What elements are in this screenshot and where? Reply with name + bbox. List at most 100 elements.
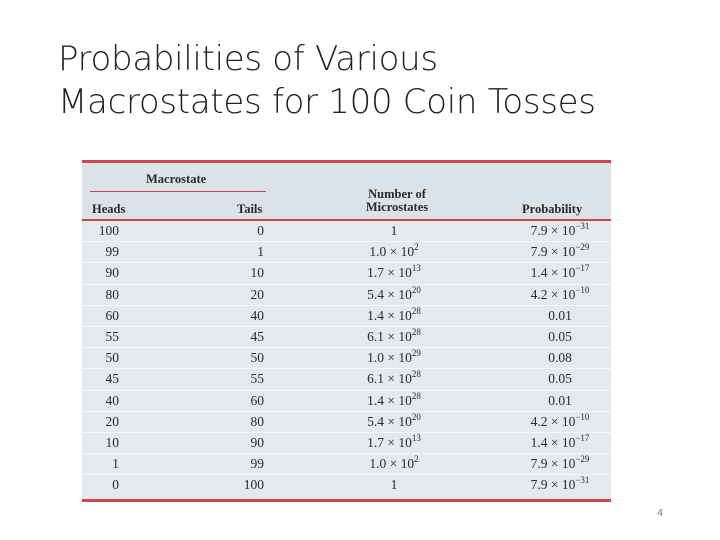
microstates-cell-mantissa: 6.1 (367, 328, 384, 344)
tails-cell: 45 (250, 328, 265, 344)
heads-cell: 50 (105, 350, 120, 366)
microstates-cell-times: × 10 (384, 307, 412, 323)
probability-cell-mantissa: 7.9 (530, 223, 548, 238)
macrostate-group-header: Macrostate (146, 172, 207, 186)
probability-cell: 0.05 (510, 327, 610, 347)
table-row: 0 100 1 7.9 × 10−31 (82, 475, 611, 495)
tails-cell: 50 (250, 350, 265, 366)
probability-cell: 7.9 × 10−31 (510, 475, 610, 495)
probability-cell: 7.9 × 10−29 (510, 454, 610, 474)
microstates-cell-times: × 10 (386, 244, 415, 260)
microstates-cell-mantissa: 1.4 (367, 307, 384, 323)
microstates-cell: 6.1 × 1028 (344, 327, 444, 347)
probability-cell-exponent: −10 (575, 284, 590, 295)
probability-cell-mantissa: 7.9 (530, 244, 548, 260)
table-row: 40 60 1.4 × 1028 0.01 (82, 391, 611, 412)
microstates-cell: 5.4 × 1020 (344, 412, 444, 432)
microstates-cell-exponent: 2 (414, 242, 419, 253)
title-line-2: Macrostates for 100 Coin Tosses (58, 82, 596, 122)
microstates-cell-times: × 10 (384, 392, 412, 408)
microstates-column-header: Number of Microstates (365, 187, 429, 214)
probability-cell: 0.01 (510, 391, 610, 411)
heads-cell: 20 (105, 413, 120, 429)
probability-column-header: Probability (522, 202, 583, 216)
microstates-cell: 1 (344, 475, 444, 495)
heads-cell: 1 (112, 456, 119, 472)
microstates-cell-exponent: 29 (411, 348, 421, 359)
tails-cell: 60 (250, 392, 265, 408)
probability-cell-exponent: −10 (575, 411, 590, 422)
probability-cell: 0.01 (510, 306, 610, 326)
microstates-cell: 1.4 × 1028 (344, 306, 444, 326)
microstates-cell-exponent: 28 (411, 326, 421, 337)
microstates-cell-mantissa: 1.0 (369, 244, 387, 260)
probability-cell: 0.08 (510, 348, 610, 368)
microstates-cell-exponent: 13 (411, 432, 421, 443)
microstates-cell-mantissa: 1.7 (367, 434, 384, 450)
microstates-cell-mantissa: 1.7 (367, 265, 384, 281)
heads-cell: 40 (105, 392, 120, 408)
tails-cell: 100 (243, 477, 264, 493)
table-body: 100 0 1 7.9 × 10−31 99 1 1.0 × 102 7.9 × 10−29 9… (82, 221, 611, 495)
heads-cell: 80 (105, 286, 120, 302)
microstates-cell-mantissa: 5.4 (367, 286, 384, 302)
header-divider (82, 219, 611, 221)
probability-cell: 0.05 (510, 369, 610, 389)
table-row: 10 90 1.7 × 1013 1.4 × 10−17 (82, 432, 611, 455)
microstates-cell: 1.4 × 1028 (344, 391, 444, 411)
microstates-cell-mantissa: 5.4 (367, 413, 384, 429)
probability-cell-mantissa: 4.2 (530, 413, 548, 429)
probability-cell-mantissa: 7.9 (530, 456, 548, 472)
page-number: 4 (656, 508, 664, 519)
microstates-cell: 1.0 × 102 (344, 242, 444, 262)
probability-cell-exponent: −17 (575, 432, 590, 443)
microstates-cell-times: × 10 (384, 328, 412, 344)
microstates-cell-exponent: 28 (411, 369, 421, 380)
microstates-cell-mantissa: 1.0 (367, 350, 384, 366)
probability-cell-exponent: −31 (575, 221, 590, 231)
probability-cell-value: 0.01 (548, 392, 572, 408)
probability-cell-mantissa: 7.9 (530, 477, 548, 493)
heads-cell: 0 (112, 477, 119, 493)
microstates-cell-times: × 10 (384, 434, 412, 450)
microstates-cell-exponent: 20 (411, 284, 421, 295)
microstates-cell-value: 1 (390, 223, 398, 238)
probability-cell: 7.9 × 10−29 (510, 242, 610, 262)
tails-cell: 40 (250, 307, 265, 323)
tails-cell: 20 (250, 286, 265, 302)
microstates-cell: 1.0 × 1029 (344, 348, 444, 368)
probability-cell-times: × 10 (547, 223, 576, 238)
probability-cell: 1.4 × 10−17 (510, 263, 610, 283)
microstates-cell-exponent: 13 (411, 263, 421, 274)
tails-cell: 0 (257, 223, 264, 238)
microstates-cell-mantissa: 6.1 (367, 371, 384, 387)
table-row: 99 1 1.0 × 102 7.9 × 10−29 (82, 242, 611, 264)
microstates-cell-times: × 10 (384, 265, 412, 281)
tails-cell: 10 (250, 265, 265, 281)
probability-cell-mantissa: 4.2 (530, 286, 548, 302)
microstates-cell-value: 1 (390, 477, 398, 493)
heads-cell: 60 (105, 307, 120, 323)
heads-cell: 100 (98, 223, 119, 238)
macrostate-table: Macrostate Heads Tails Number of Microst… (82, 160, 611, 502)
microstates-cell: 1.7 × 1013 (344, 263, 444, 283)
microstates-cell: 6.1 × 1028 (344, 369, 444, 389)
table-header: Macrostate Heads Tails Number of Microst… (82, 163, 611, 219)
table-row: 90 10 1.7 × 1013 1.4 × 10−17 (82, 263, 611, 285)
probability-cell-exponent: −29 (575, 242, 590, 253)
microstates-cell: 1.7 × 1013 (344, 433, 444, 453)
tails-cell: 1 (257, 244, 264, 260)
microstates-cell-times: × 10 (386, 456, 415, 472)
probability-cell-value: 0.01 (548, 307, 572, 323)
heads-cell: 45 (105, 371, 120, 387)
microstates-cell-times: × 10 (384, 371, 412, 387)
probability-cell-value: 0.08 (548, 350, 572, 366)
table-row: 20 80 5.4 × 1020 4.2 × 10−10 (82, 412, 611, 433)
microstates-cell-exponent: 2 (414, 454, 419, 465)
microstates-cell-exponent: 28 (411, 305, 421, 316)
probability-cell: 7.9 × 10−31 (510, 221, 610, 241)
table-row: 45 55 6.1 × 1028 0.05 (82, 369, 611, 391)
heads-column-header: Heads (92, 202, 126, 216)
heads-cell: 90 (105, 265, 120, 281)
microstates-cell: 1.0 × 102 (344, 454, 444, 474)
